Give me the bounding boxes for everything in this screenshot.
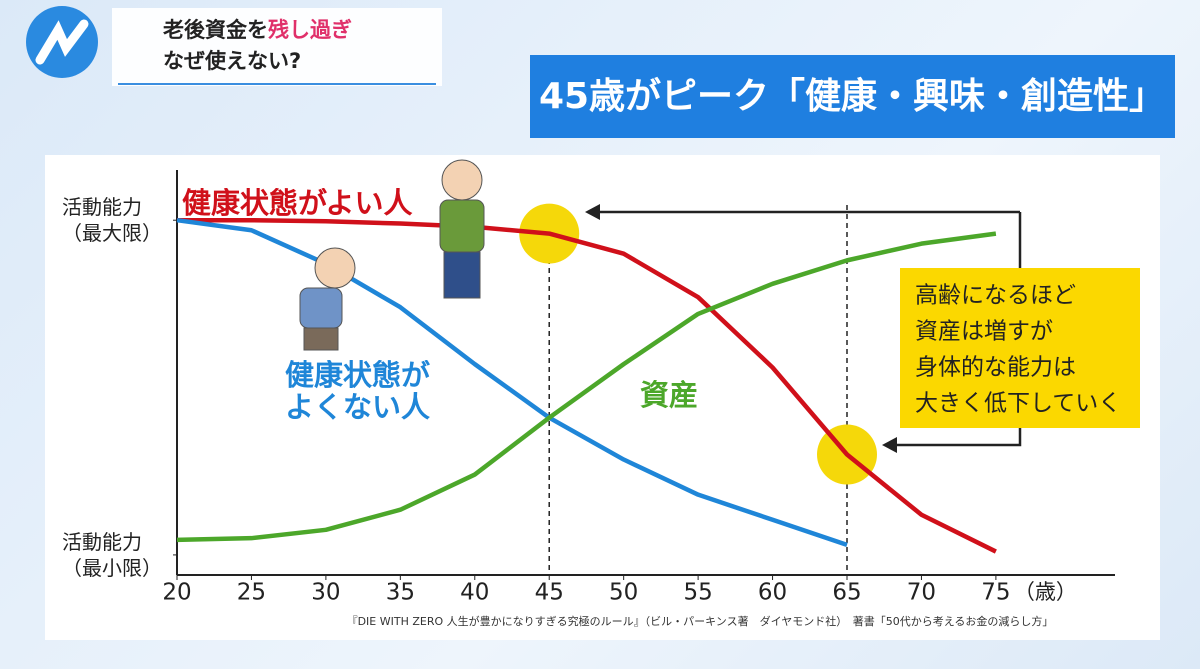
y-tick-label-line: （最大限） [62, 221, 162, 245]
banner [530, 55, 1175, 138]
x-tick-label: 45 [535, 580, 564, 606]
callout-box [900, 268, 1140, 428]
figure-unhealthy [299, 247, 356, 351]
x-tick-label: 70 [907, 580, 936, 606]
series-label: 健康状態がよい人 [182, 188, 413, 220]
series-label: 資産 [640, 380, 699, 412]
header-title: 老後資金を残し過ぎ [163, 18, 352, 42]
x-tick-label: 30 [311, 580, 340, 606]
y-tick-label-line: 活動能力 [62, 529, 142, 553]
header-title-highlight: 残し過ぎ [268, 18, 352, 42]
series-label-text: 健康状態がよい人 [182, 188, 413, 220]
y-tick-label: 活動能力（最大限） [62, 195, 162, 245]
y-tick-label-line: （最小限） [62, 555, 162, 579]
series-label-text: 健康状態がよくない人 [285, 360, 431, 424]
x-unit: （歳） [1014, 580, 1077, 604]
header-title-line2: なぜ使えない? [163, 49, 301, 73]
callout-text: 資産は増すが [915, 319, 1053, 345]
callout-text: 高齢になるほど [915, 283, 1076, 309]
x-tick-label: 60 [758, 580, 787, 606]
x-tick-label: 25 [237, 580, 266, 606]
series-label: 健康状態がよくない人 [285, 360, 431, 424]
header-box [112, 8, 442, 86]
x-tick-label: 65 [832, 580, 861, 606]
x-tick-label: 35 [386, 580, 415, 606]
x-tick-label: 40 [460, 580, 489, 606]
logo-mark [35, 19, 89, 65]
figure-healthy [439, 159, 485, 299]
series-label-text: 資産 [640, 380, 699, 412]
y-tick-label-line: 活動能力 [62, 195, 142, 219]
plot: 20 25 30 35 40 45 50 55 60 65 70 75 （歳）活動能力（最小限）活動能力… [62, 170, 1115, 606]
callout-text: 大きく低下していく [915, 391, 1121, 417]
x-tick-label: 75 [981, 580, 1010, 606]
x-tick-label: 50 [609, 580, 638, 606]
callout-text: 身体的な能力は [915, 355, 1076, 381]
x-tick-label: 20 [162, 580, 191, 606]
y-tick-label: 活動能力（最小限） [62, 529, 162, 579]
series-line [176, 217, 848, 548]
x-tick-label: 55 [683, 580, 712, 606]
source: 『DIE WITH ZERO 人生が豊かになりすぎる究極のルール』（ビル・パーキ… [347, 614, 1054, 628]
series-line [176, 231, 997, 543]
banner-title: 45歳がピーク「健康・興味・創造性」 [539, 75, 1165, 117]
series-line [177, 217, 997, 554]
header-title-part: 老後資金を [163, 18, 268, 42]
